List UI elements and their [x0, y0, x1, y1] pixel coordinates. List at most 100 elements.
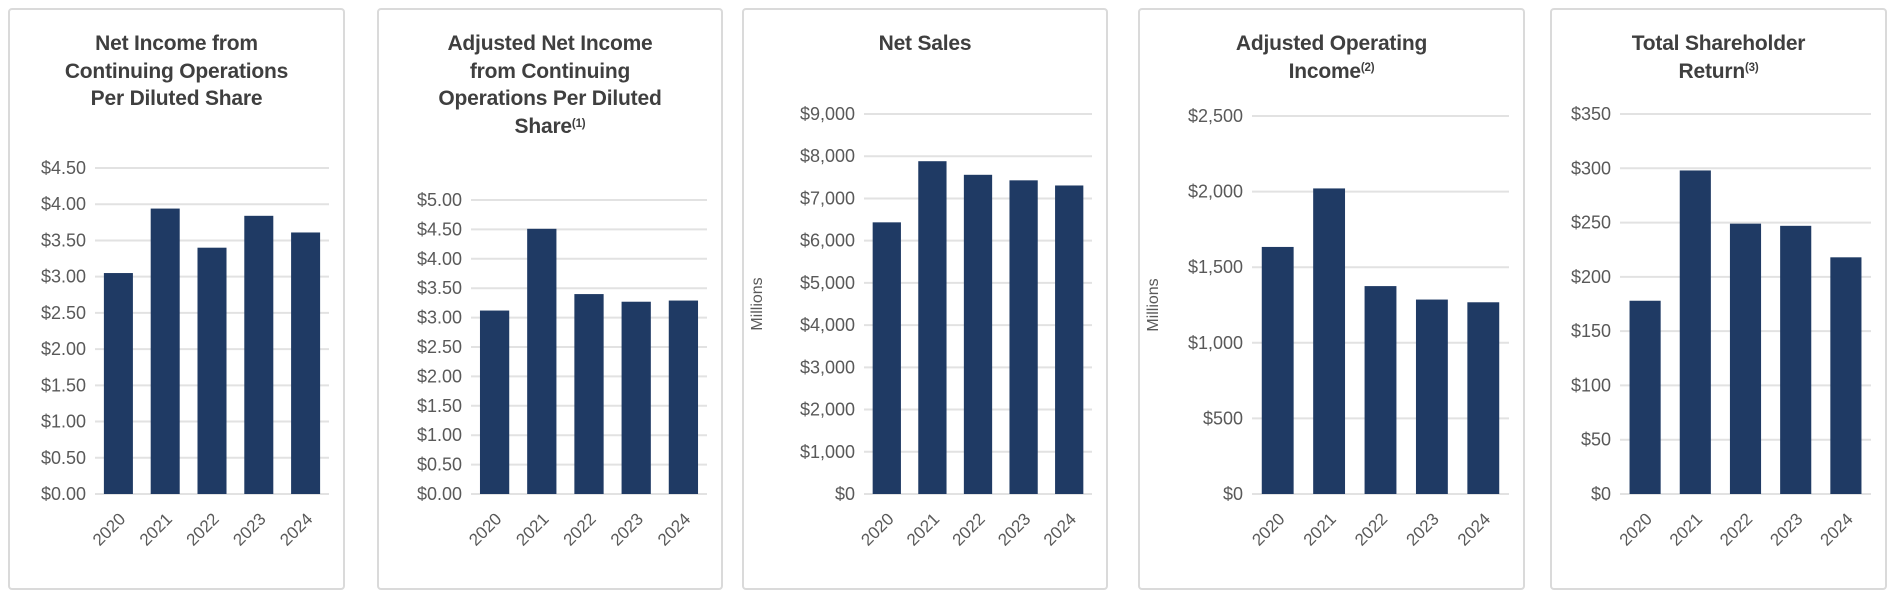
- chart-card-adjusted-net-income-eps: Adjusted Net Income from Continuing Oper…: [377, 8, 723, 590]
- y-axis-tick-label: $5,000: [800, 273, 855, 293]
- y-axis-tick-label: $2,000: [800, 400, 855, 420]
- chart-title-superscript: (1): [571, 117, 586, 130]
- x-axis-tick-label: 2021: [136, 509, 176, 549]
- y-axis-tick-label: $0.00: [417, 484, 462, 504]
- y-axis-tick-label: $250: [1571, 213, 1611, 233]
- x-axis-tick-label: 2022: [949, 509, 989, 549]
- y-axis-tick-label: $500: [1203, 408, 1243, 428]
- y-axis-title: Millions: [749, 277, 766, 330]
- y-axis-tick-label: $300: [1571, 158, 1611, 178]
- x-axis-tick-label: 2023: [229, 509, 269, 549]
- x-axis-tick-label: 2021: [1300, 509, 1340, 549]
- bar-chart: $0.00 $0.50 $1.00 $1.50 $2.00 $2.50 $3.00 $3.50…: [379, 188, 721, 576]
- chart-plot-area: $0 $1,000 $2,000 $3,000 $4,000 $5,000 $6,000 $7…: [749, 104, 1092, 550]
- chart-title-text: Adjusted Operating Income: [1235, 32, 1428, 83]
- y-axis-tick-label: $2,000: [1188, 182, 1243, 202]
- bar: [527, 228, 557, 494]
- x-axis-tick-label: 2022: [560, 509, 600, 549]
- y-axis-tick-label: $2.50: [41, 303, 86, 323]
- x-axis-tick-label: 2023: [1766, 509, 1806, 549]
- y-axis-tick-label: $5.00: [417, 190, 462, 210]
- x-axis-tick-label: 2023: [1403, 509, 1443, 549]
- y-axis-tick-label: $1.50: [41, 375, 86, 395]
- y-axis-tick-label: $2.00: [417, 366, 462, 386]
- y-axis-tick-label: $0: [1223, 484, 1243, 504]
- x-axis-tick-label: 2024: [276, 509, 316, 549]
- bar-chart: $0.00 $0.50 $1.00 $1.50 $2.00 $2.50 $3.00 $3.50…: [10, 156, 343, 576]
- bar: [1467, 302, 1500, 494]
- y-axis-tick-label: $200: [1571, 267, 1611, 287]
- y-axis-tick-label: $4.50: [417, 219, 462, 239]
- y-axis-tick-label: $0.00: [41, 484, 86, 504]
- y-axis-tick-label: $100: [1571, 375, 1611, 395]
- y-axis-title: Millions: [1145, 278, 1162, 331]
- x-axis-tick-label: 2024: [1817, 509, 1857, 549]
- y-axis-tick-label: $4.00: [41, 194, 86, 214]
- x-axis-tick-label: 2020: [857, 509, 897, 549]
- bar-chart: $0 $50 $100 $150 $200 $250 $300 $350 2020 2021 202…: [1552, 102, 1885, 576]
- y-axis-tick-label: $8,000: [800, 146, 855, 166]
- bar: [918, 161, 947, 494]
- y-axis-tick-label: $1.00: [41, 412, 86, 432]
- y-axis-tick-label: $150: [1571, 321, 1611, 341]
- bar: [1009, 180, 1038, 494]
- y-axis-tick-label: $3.00: [417, 308, 462, 328]
- x-axis-tick-label: 2022: [1351, 509, 1391, 549]
- bar: [103, 273, 133, 494]
- x-axis-tick-label: 2023: [607, 509, 647, 549]
- chart-title: Net Sales: [799, 30, 1051, 102]
- y-axis-tick-label: $1,500: [1188, 257, 1243, 277]
- y-axis-tick-label: $1,000: [1188, 333, 1243, 353]
- chart-title-text: Adjusted Net Income from Continuing Oper…: [438, 32, 662, 139]
- x-axis-tick-label: 2021: [903, 509, 943, 549]
- bar: [1055, 185, 1084, 494]
- x-axis-tick-label: 2020: [465, 509, 505, 549]
- y-axis-tick-label: $4,000: [800, 315, 855, 335]
- y-axis-tick-label: $50: [1581, 430, 1611, 450]
- y-axis-tick-label: $0.50: [41, 448, 86, 468]
- bar: [621, 301, 651, 494]
- y-axis-tick-label: $6,000: [800, 231, 855, 251]
- y-axis-tick-label: $1.00: [417, 425, 462, 445]
- chart-title: Total Shareholder Return(3): [1593, 30, 1845, 102]
- x-axis-tick-label: 2021: [1666, 509, 1706, 549]
- bar: [1313, 188, 1346, 494]
- y-axis-tick-label: $1.50: [417, 396, 462, 416]
- y-axis-tick-label: $0.50: [417, 455, 462, 475]
- bar: [479, 310, 510, 494]
- bar: [574, 294, 604, 494]
- chart-plot-area: $0 $500 $1,000 $1,500 $2,000 $2,500 Millions 20…: [1145, 106, 1509, 550]
- bar: [291, 232, 321, 494]
- y-axis-tick-label: $7,000: [800, 188, 855, 208]
- bar: [197, 247, 227, 494]
- chart-card-adjusted-operating-income: Adjusted Operating Income(2) $0 $500 $1,00…: [1138, 8, 1525, 590]
- x-axis-tick-label: 2020: [1616, 509, 1656, 549]
- y-axis-tick-label: $9,000: [800, 104, 855, 124]
- y-axis-tick-label: $4.00: [417, 249, 462, 269]
- y-axis-tick-label: $3,000: [800, 357, 855, 377]
- x-axis-tick-label: 2024: [1040, 509, 1080, 549]
- chart-title-superscript: (3): [1744, 62, 1759, 75]
- bar: [1780, 225, 1812, 494]
- bar: [1679, 170, 1711, 494]
- chart-title: Net Income from Continuing Operations Pe…: [51, 30, 303, 156]
- y-axis-tick-label: $4.50: [41, 158, 86, 178]
- y-axis-tick-label: $350: [1571, 104, 1611, 124]
- bar: [150, 208, 180, 494]
- chart-title: Adjusted Net Income from Continuing Oper…: [424, 30, 676, 188]
- bar: [1261, 246, 1294, 494]
- chart-title: Adjusted Operating Income(2): [1206, 30, 1458, 104]
- bar: [1415, 299, 1448, 494]
- x-axis-tick-label: 2024: [654, 509, 694, 549]
- y-axis-tick-label: $2,500: [1188, 106, 1243, 126]
- bar: [1729, 223, 1762, 494]
- chart-title-text: Net Income from Continuing Operations Pe…: [64, 32, 289, 111]
- bar: [963, 174, 993, 495]
- y-axis-tick-label: $2.50: [417, 337, 462, 357]
- chart-title-text: Net Sales: [878, 32, 972, 55]
- y-axis-tick-label: $0: [835, 484, 855, 504]
- x-axis-tick-label: 2022: [1716, 509, 1756, 549]
- chart-card-net-sales: Net Sales $0 $1,000 $2,000 $3,000 $4,000 $5,0…: [742, 8, 1108, 590]
